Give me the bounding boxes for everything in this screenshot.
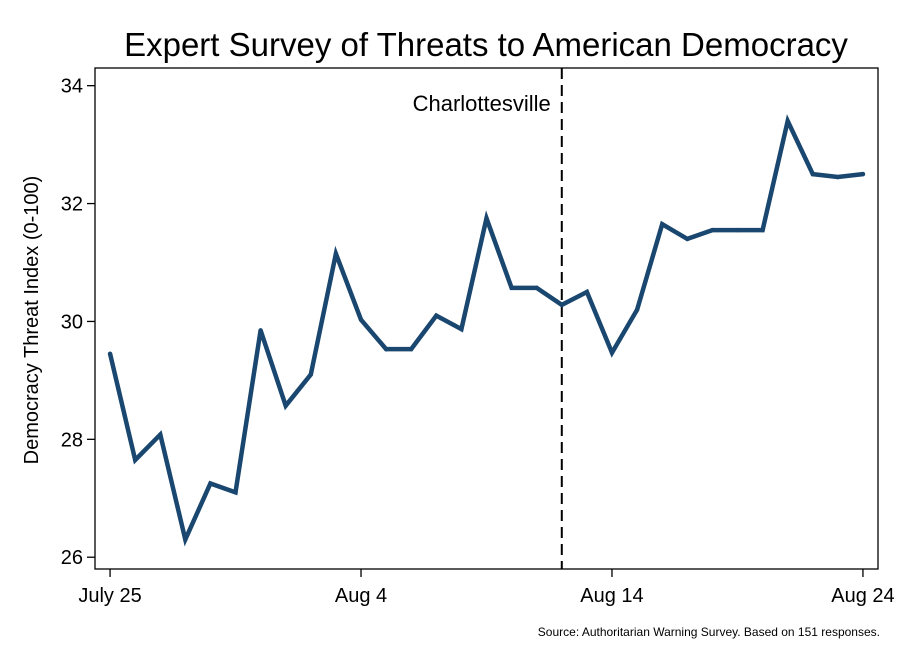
data-point bbox=[534, 285, 539, 291]
data-point bbox=[509, 285, 514, 291]
source-note: Source: Authoritarian Warning Survey. Ba… bbox=[538, 625, 880, 639]
data-point bbox=[710, 227, 715, 233]
data-point bbox=[258, 328, 263, 333]
data-point bbox=[659, 221, 665, 227]
data-point bbox=[785, 118, 790, 124]
data-point bbox=[810, 171, 815, 177]
data-point bbox=[735, 227, 740, 233]
data-point bbox=[860, 171, 866, 177]
data-point bbox=[333, 251, 339, 256]
x-axis: July 25 Aug 4 Aug 14 Aug 24 bbox=[78, 569, 895, 607]
y-tick-label: 28 bbox=[61, 429, 83, 451]
x-tick-label: Aug 24 bbox=[831, 585, 894, 607]
data-point bbox=[459, 326, 464, 332]
data-point bbox=[183, 537, 188, 542]
data-point bbox=[107, 351, 113, 357]
y-tick-label: 32 bbox=[61, 194, 83, 216]
data-point bbox=[434, 313, 439, 318]
data-point bbox=[358, 317, 364, 322]
y-tick-label: 26 bbox=[61, 547, 83, 569]
y-axis: 26 28 30 32 34 bbox=[61, 76, 95, 569]
data-point bbox=[634, 307, 640, 312]
y-tick-label: 30 bbox=[61, 311, 83, 333]
data-point bbox=[835, 174, 841, 180]
data-point bbox=[283, 403, 288, 408]
x-tick-label: July 25 bbox=[78, 585, 141, 607]
annotations: Charlottesville bbox=[413, 68, 563, 569]
annotation-label: Charlottesville bbox=[413, 91, 551, 116]
data-point bbox=[383, 346, 389, 352]
x-tick-label: Aug 4 bbox=[335, 585, 387, 607]
data-point bbox=[584, 289, 590, 295]
data-points bbox=[107, 118, 866, 542]
data-point bbox=[308, 372, 314, 377]
data-point bbox=[760, 227, 765, 233]
data-point bbox=[132, 457, 138, 463]
data-point bbox=[685, 236, 690, 242]
chart-title: Expert Survey of Threats to American Dem… bbox=[124, 26, 848, 63]
data-point bbox=[409, 346, 414, 352]
data-point bbox=[484, 216, 489, 221]
data-point bbox=[609, 350, 615, 355]
x-tick-label: Aug 14 bbox=[580, 585, 643, 607]
y-axis-label: Democracy Threat Index (0-100) bbox=[21, 176, 43, 465]
y-tick-label: 34 bbox=[61, 76, 83, 98]
data-point bbox=[158, 432, 163, 437]
plot-area-frame bbox=[94, 67, 879, 570]
series-line bbox=[107, 114, 866, 547]
data-point bbox=[233, 490, 238, 495]
data-point bbox=[208, 481, 213, 486]
data-point bbox=[559, 302, 564, 308]
